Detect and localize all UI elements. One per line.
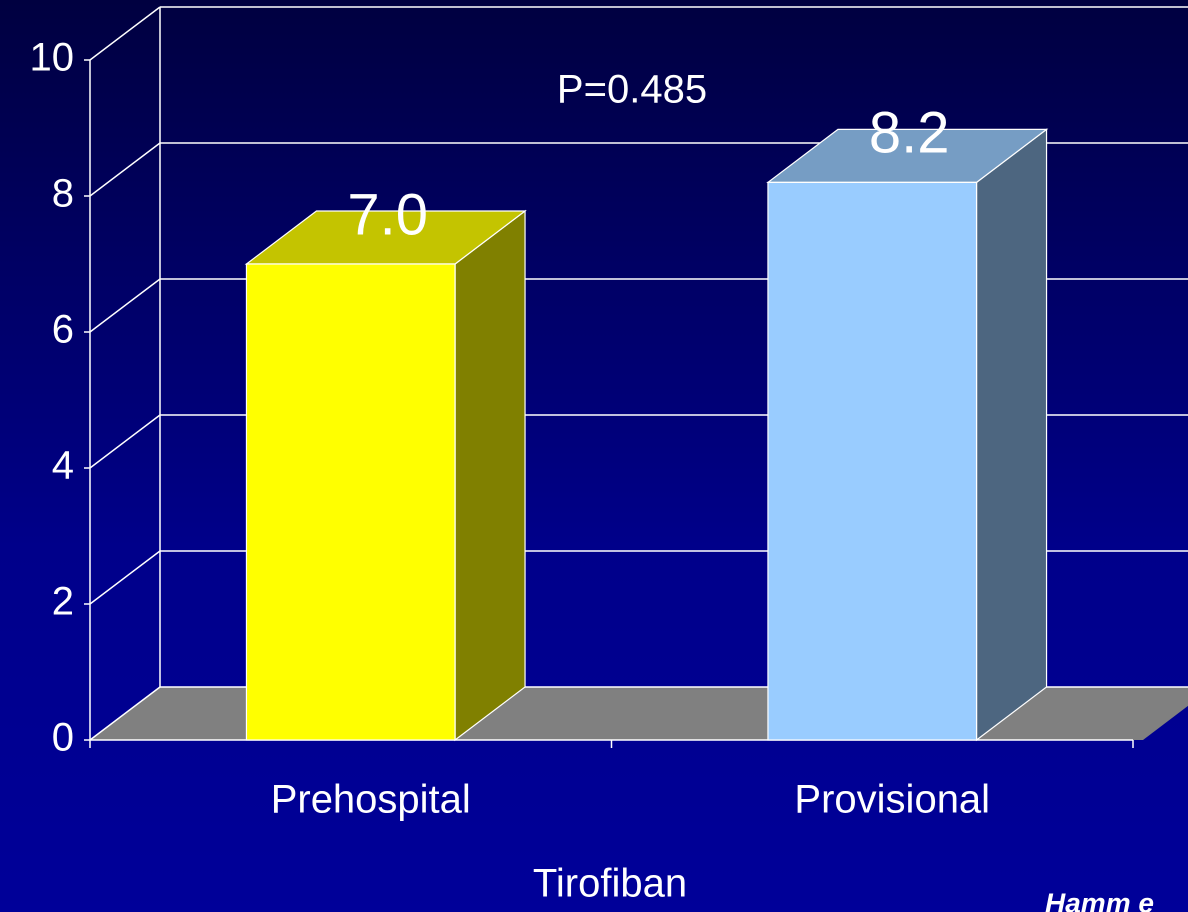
bar-side (975, 128, 1048, 742)
bar-side (454, 209, 526, 742)
y-tick-label: 8 (52, 172, 74, 216)
bar (245, 263, 456, 741)
annotation: P=0.485 (557, 68, 707, 112)
value-label: 7.0 (347, 182, 428, 247)
y-tick-label: 6 (52, 308, 74, 352)
value-label: 8.2 (869, 101, 950, 166)
grid-diagonal (89, 414, 161, 469)
source: Hamm e (1045, 887, 1154, 912)
grid-diagonal (89, 278, 161, 333)
y-tick-label: 4 (52, 444, 74, 488)
y-tick-label: 10 (30, 36, 75, 80)
y-tick-label: 2 (52, 580, 74, 624)
grid-diagonal (89, 142, 161, 197)
bar (767, 181, 978, 741)
grid-diagonal (89, 550, 161, 605)
x-tick-label: Provisional (794, 778, 990, 822)
plot-area: 0 2 4 6 8 10 7.0 Prehospital 8.2 Provisional (30, 6, 1188, 822)
x-tick-label: Prehospital (271, 778, 471, 822)
grid-diagonal (89, 6, 161, 61)
grid-diagonal (89, 686, 161, 741)
y-tick-label: 0 (52, 716, 74, 760)
x-axis-label: Tirofiban (533, 862, 687, 906)
